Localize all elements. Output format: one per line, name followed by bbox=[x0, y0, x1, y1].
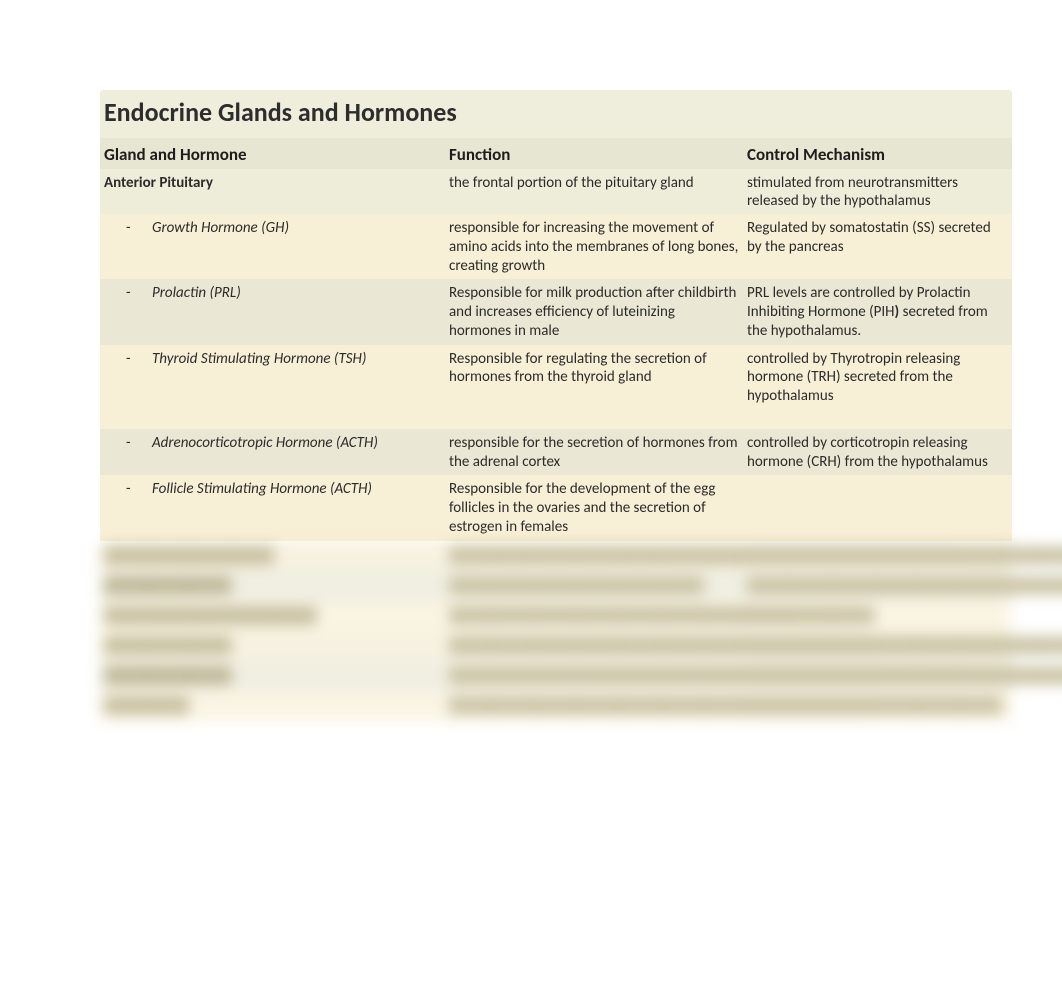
gland-name: Anterior Pituitary bbox=[100, 169, 445, 214]
spacer-row bbox=[100, 410, 1012, 429]
hormone-function: Responsible for the development of the e… bbox=[445, 475, 743, 540]
hormone-control: Regulated by somatostatin (SS) secreted … bbox=[743, 214, 1012, 279]
hormone-row: - Adrenocorticotropic Hormone (ACTH) res… bbox=[100, 429, 1012, 476]
hormone-function: Responsible for milk production after ch… bbox=[445, 279, 743, 344]
obscured-content: ████████████████████████████████████████… bbox=[100, 541, 1012, 721]
col-header-control: Control Mechanism bbox=[743, 138, 1012, 169]
hormone-control bbox=[743, 475, 1012, 540]
bullet-dash: - bbox=[126, 219, 152, 238]
bullet-dash: - bbox=[126, 434, 152, 453]
col-header-function: Function bbox=[445, 138, 743, 169]
hormone-name: Follicle Stimulating Hormone (ACTH) bbox=[152, 480, 372, 499]
hormone-name: Prolactin (PRL) bbox=[152, 284, 241, 303]
table-header-row: Gland and Hormone Function Control Mecha… bbox=[100, 138, 1012, 169]
hormone-control: controlled by Thyrotropin releasing horm… bbox=[743, 345, 1012, 410]
bullet-dash: - bbox=[126, 284, 152, 303]
col-header-gland: Gland and Hormone bbox=[100, 138, 445, 169]
bullet-dash: - bbox=[126, 350, 152, 369]
hormone-name: Growth Hormone (GH) bbox=[152, 219, 289, 238]
hormone-function: responsible for the secretion of hormone… bbox=[445, 429, 743, 476]
hormone-table: Gland and Hormone Function Control Mecha… bbox=[100, 138, 1012, 541]
hormone-row: - Follicle Stimulating Hormone (ACTH) Re… bbox=[100, 475, 1012, 540]
page-title: Endocrine Glands and Hormones bbox=[100, 90, 1012, 138]
hormone-control: PRL levels are controlled by Prolactin I… bbox=[743, 279, 1012, 344]
hormone-row: - Thyroid Stimulating Hormone (TSH) Resp… bbox=[100, 345, 1012, 410]
bullet-dash: - bbox=[126, 480, 152, 499]
hormone-row: - Growth Hormone (GH) responsible for in… bbox=[100, 214, 1012, 279]
gland-function: the frontal portion of the pituitary gla… bbox=[445, 169, 743, 214]
gland-control: stimulated from neurotransmitters releas… bbox=[743, 169, 1012, 214]
hormone-name: Adrenocorticotropic Hormone (ACTH) bbox=[152, 434, 378, 453]
hormone-control: controlled by corticotropin releasing ho… bbox=[743, 429, 1012, 476]
gland-row: Anterior Pituitary the frontal portion o… bbox=[100, 169, 1012, 214]
hormone-row: - Prolactin (PRL) Responsible for milk p… bbox=[100, 279, 1012, 344]
hormone-function: responsible for increasing the movement … bbox=[445, 214, 743, 279]
hormone-function: Responsible for regulating the secretion… bbox=[445, 345, 743, 410]
hormone-name: Thyroid Stimulating Hormone (TSH) bbox=[152, 350, 366, 369]
